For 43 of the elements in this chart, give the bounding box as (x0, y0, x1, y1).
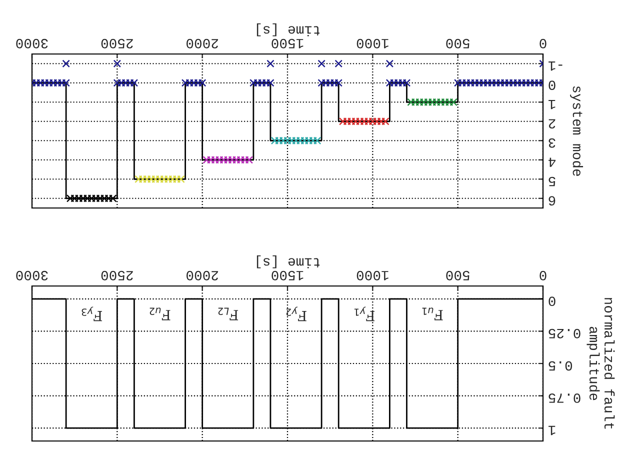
x-tick-label: 1000 (356, 38, 388, 48)
y-tick-label: 5 (548, 176, 556, 186)
y-tick-label: -1 (548, 61, 562, 71)
x-axis-title: time [s] (256, 255, 320, 268)
x-tick-label: 1500 (272, 38, 304, 48)
y-tick-label: 2 (548, 119, 556, 129)
y-tick-label: 0 (548, 296, 556, 306)
x-tick-label: 3000 (16, 270, 48, 280)
point (113, 60, 122, 68)
point (318, 60, 326, 68)
x-tick-label: 0 (540, 270, 546, 280)
y-tick-label: 6 (548, 196, 556, 206)
y-tick-label: 0 (548, 80, 556, 90)
y-tick-label: 0.75 (548, 394, 580, 403)
x-tick-label: 500 (446, 270, 470, 280)
y-tick-label: 4 (548, 158, 556, 167)
x-tick-label: 1000 (356, 270, 388, 280)
y-axis-title: system mode (570, 86, 584, 176)
x-tick-label: 2000 (186, 270, 218, 280)
x-tick-label: 0 (540, 38, 546, 48)
x-tick-label: 2000 (186, 38, 218, 48)
annotation: F$_{u1}$ (422, 308, 443, 320)
y-tick-label: 3 (548, 138, 556, 148)
annotation: F$_{y2}$ (286, 306, 306, 322)
annotation: F$_{y3}$ (82, 306, 102, 322)
point (266, 60, 274, 68)
annotation: F$_{L2}$ (218, 308, 238, 320)
x-tick-label: 2500 (101, 38, 133, 48)
y-tick-label: 1 (548, 426, 556, 436)
x-tick-label: 2500 (101, 270, 133, 280)
y-tick-label: 1 (548, 100, 556, 110)
point (62, 60, 70, 68)
y-axis-title: normalized fault amplitude (586, 298, 615, 429)
annotation: F$_{y1}$ (354, 306, 374, 322)
x-tick-label: 500 (446, 38, 470, 48)
y-tick-label: 0.5 (548, 361, 572, 371)
x-tick-label: 3000 (16, 38, 48, 48)
point (386, 60, 394, 68)
point (334, 60, 342, 68)
annotation: F$_{u2}$ (150, 308, 170, 320)
x-axis-title: time [s] (256, 23, 320, 36)
x-tick-label: 1500 (272, 270, 304, 280)
y-tick-label: 0.25 (548, 328, 580, 338)
